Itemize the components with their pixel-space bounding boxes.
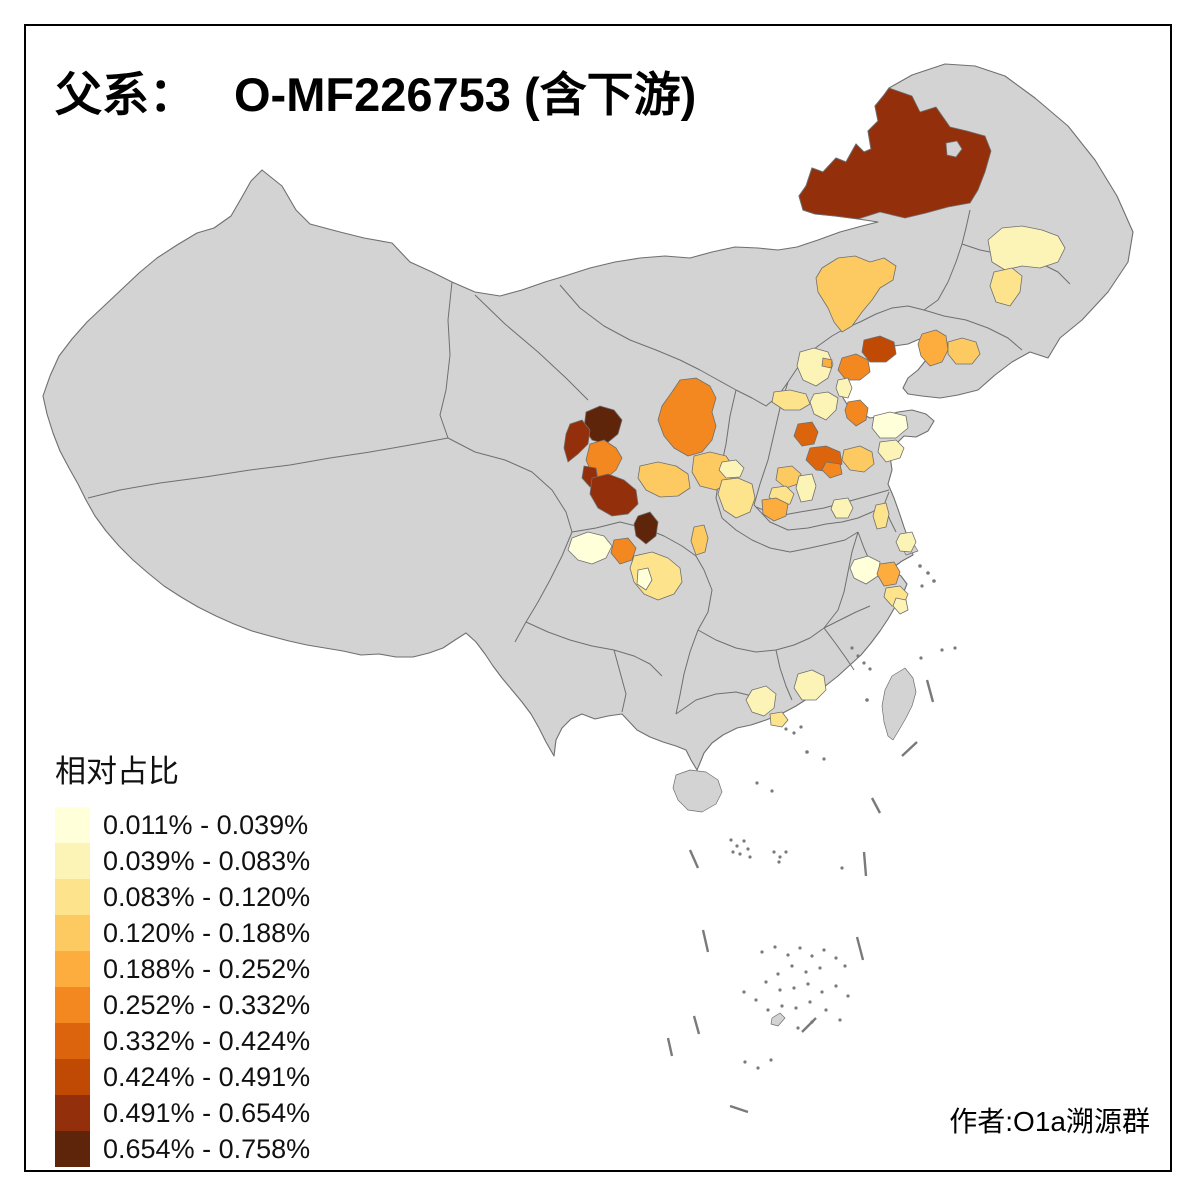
- legend-swatch: [55, 1023, 90, 1059]
- legend-swatch: [55, 879, 90, 915]
- region-liaoning-east: [947, 337, 981, 365]
- taiwan-island: [881, 667, 917, 741]
- legend-label: 0.252% - 0.332%: [103, 989, 311, 1020]
- region-shandong-taian: [821, 461, 843, 479]
- region-heilongjiang-central: [987, 225, 1066, 271]
- region-hebei-qinhuangdao: [861, 335, 897, 363]
- region-jiangsu-nantong: [895, 531, 917, 553]
- region-gansu-tianshui: [633, 511, 659, 545]
- legend-label: 0.039% - 0.083%: [103, 845, 311, 876]
- region-shandong-jining: [830, 497, 854, 519]
- legend-swatch: [55, 951, 90, 987]
- legend-row: 0.120% - 0.188%: [55, 915, 310, 951]
- region-hebei-shijiazhuang: [793, 421, 819, 447]
- region-sichuan-chengdu: [567, 531, 613, 565]
- legend-row: 0.188% - 0.252%: [55, 951, 310, 987]
- region-shaanxi-hanzhong: [690, 524, 709, 556]
- coastal-island-dots: [784, 564, 957, 735]
- region-sichuan-deyang: [610, 537, 637, 565]
- legend-row: 0.252% - 0.332%: [55, 987, 310, 1023]
- legend-label: 0.654% - 0.758%: [103, 1133, 311, 1164]
- region-ningxia: [657, 377, 717, 457]
- legend-swatch: [55, 1095, 90, 1131]
- region-hebei-handan: [795, 473, 817, 503]
- region-hebei-tangshan: [844, 399, 869, 427]
- legend-rows: 0.011% - 0.039% 0.039% - 0.083% 0.083% - 0…: [55, 807, 310, 1167]
- legend-row: 0.083% - 0.120%: [55, 879, 310, 915]
- region-shanxi-yuncheng: [717, 477, 756, 519]
- legend-label: 0.491% - 0.654%: [103, 1097, 311, 1128]
- plot-frame: [24, 24, 1172, 1172]
- legend-row: 0.654% - 0.758%: [55, 1131, 310, 1167]
- south-china-sea-islands: [729, 750, 850, 1070]
- legend-label: 0.011% - 0.039%: [103, 809, 309, 840]
- region-shandong-qingdao: [877, 439, 905, 463]
- region-gansu-pingliang: [637, 461, 691, 498]
- region-hebei-langfang: [809, 391, 839, 421]
- hulunbuir-enclave: [945, 140, 963, 158]
- nine-dash-line: [666, 679, 935, 1114]
- region-hulunbuir: [798, 87, 992, 220]
- legend-label: 0.332% - 0.424%: [103, 1025, 311, 1056]
- region-jiangsu-yangzhou: [872, 502, 890, 530]
- legend-label: 0.083% - 0.120%: [103, 881, 311, 912]
- region-shandong-weifang: [841, 445, 875, 473]
- region-zhejiang-wenzhou: [892, 597, 909, 615]
- region-anhui-xuancheng: [849, 555, 881, 585]
- legend-swatch: [55, 1059, 90, 1095]
- legend-swatch: [55, 843, 90, 879]
- legend-swatch: [55, 987, 90, 1023]
- region-heilongjiang-south: [989, 267, 1023, 307]
- region-tianjin: [835, 377, 853, 399]
- legend-row: 0.424% - 0.491%: [55, 1059, 310, 1095]
- legend-label: 0.120% - 0.188%: [103, 917, 311, 948]
- region-henan-zhengzhou: [761, 497, 789, 522]
- legend-label: 0.188% - 0.252%: [103, 953, 311, 984]
- legend-label: 0.424% - 0.491%: [103, 1061, 311, 1092]
- legend-row: 0.039% - 0.083%: [55, 843, 310, 879]
- legend: 相对占比 0.011% - 0.039% 0.039% - 0.083% 0.083…: [55, 746, 310, 1167]
- legend-swatch: [55, 915, 90, 951]
- region-hebei-baoding: [771, 389, 811, 411]
- map-title: 父系： O-MF226753 (含下游): [55, 56, 696, 125]
- title-prefix: 父系：: [55, 68, 196, 121]
- region-zhejiang-hangzhou: [876, 561, 901, 587]
- legend-row: 0.491% - 0.654%: [55, 1095, 310, 1131]
- legend-title: 相对占比: [55, 754, 179, 789]
- author-credit: 作者:O1a溯源群: [949, 1106, 1150, 1137]
- region-guangdong-zhaoqing: [745, 685, 777, 717]
- choropleth-regions: [563, 87, 1066, 728]
- region-beijing-outer: [796, 347, 834, 387]
- region-hebei-chengde-south: [837, 353, 871, 381]
- region-beijing-city: [821, 357, 833, 369]
- legend-swatch: [55, 1131, 90, 1167]
- legend-row: 0.011% - 0.039%: [55, 807, 310, 843]
- region-guangdong-heyuan: [793, 669, 827, 701]
- legend-row: 0.332% - 0.424%: [55, 1023, 310, 1059]
- title-haplogroup: O-MF226753 (含下游): [234, 68, 697, 121]
- region-liaoning-central: [917, 329, 949, 367]
- hainan-island: [672, 769, 723, 813]
- region-shandong-yantai: [871, 411, 909, 439]
- region-qinghai-haidong: [563, 419, 591, 463]
- region-jilin-west: [815, 255, 897, 333]
- region-shanxi-linfen: [718, 459, 745, 479]
- region-guangdong-foshan: [769, 711, 789, 728]
- region-gansu-dingxi: [589, 473, 639, 517]
- legend-swatch: [55, 807, 90, 843]
- scs-island-blob: [770, 1012, 786, 1027]
- region-sichuan-suining: [636, 567, 653, 591]
